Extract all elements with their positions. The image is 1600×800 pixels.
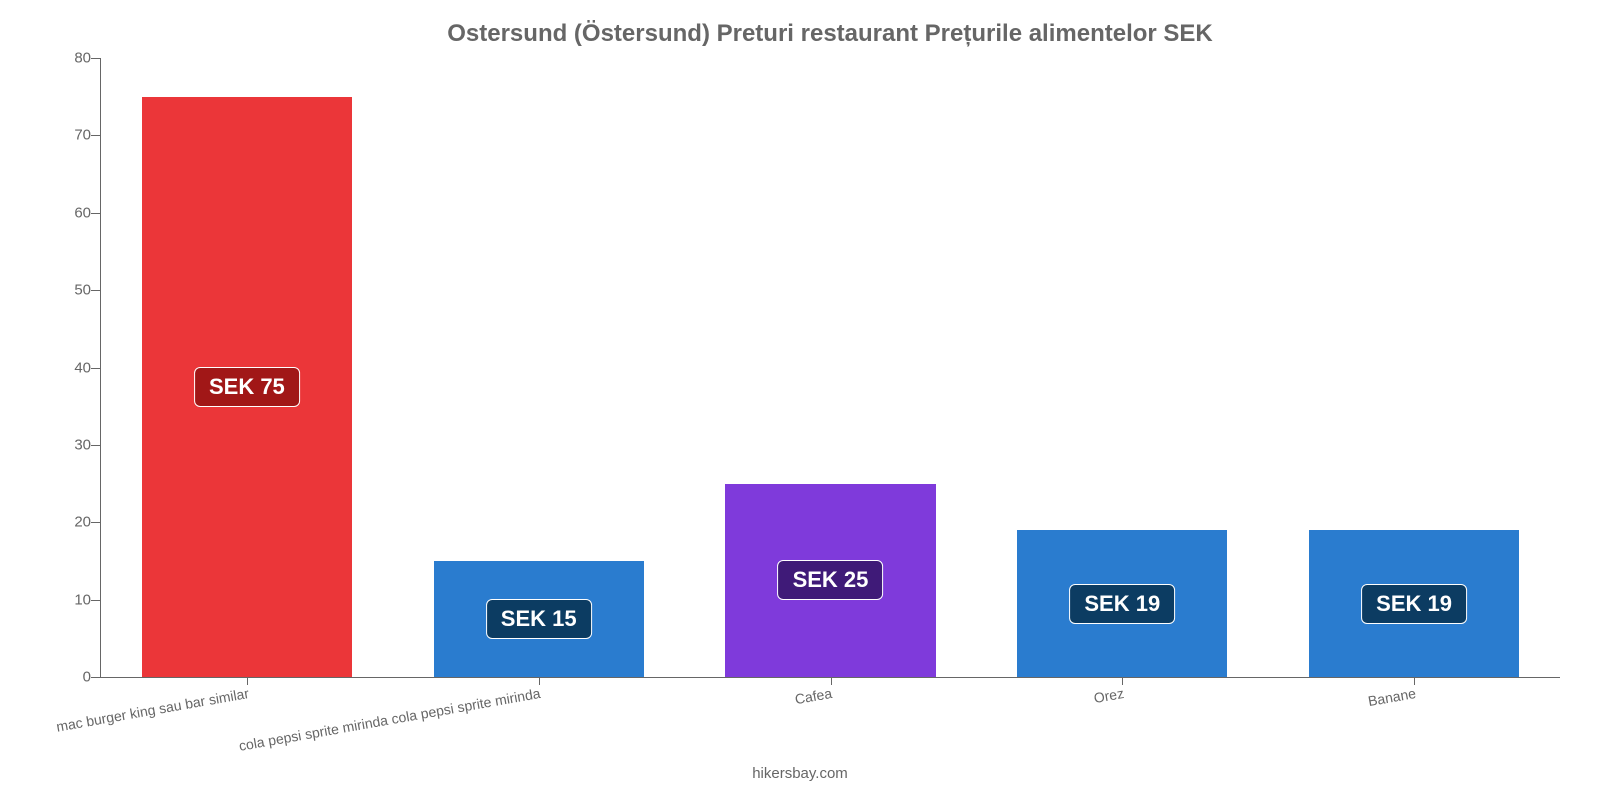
bar: SEK 19: [1017, 530, 1227, 677]
bar-value-badge: SEK 19: [1361, 584, 1467, 624]
y-tick-label: 50: [51, 282, 91, 299]
x-tick-label: cola pepsi sprite mirinda cola pepsi spr…: [238, 685, 542, 754]
price-chart: Ostersund (Östersund) Preturi restaurant…: [0, 0, 1600, 800]
plot-area: 01020304050607080SEK 75mac burger king s…: [100, 58, 1560, 678]
y-tick: [91, 135, 101, 136]
bar-value-badge: SEK 15: [486, 599, 592, 639]
x-tick-label: mac burger king sau bar similar: [55, 685, 250, 735]
y-tick: [91, 213, 101, 214]
y-tick: [91, 522, 101, 523]
bar: SEK 75: [142, 97, 352, 677]
y-tick-label: 80: [51, 50, 91, 67]
x-tick: [1122, 677, 1123, 685]
bar: SEK 25: [725, 484, 935, 677]
bar-value-badge: SEK 19: [1069, 584, 1175, 624]
y-tick: [91, 600, 101, 601]
y-tick: [91, 677, 101, 678]
y-tick: [91, 445, 101, 446]
x-tick-label: Orez: [1092, 685, 1125, 706]
bar: SEK 19: [1309, 530, 1519, 677]
y-tick-label: 60: [51, 204, 91, 221]
y-tick-label: 40: [51, 359, 91, 376]
x-tick: [539, 677, 540, 685]
bar: SEK 15: [434, 561, 644, 677]
x-tick-label: Banane: [1367, 685, 1417, 709]
y-tick-label: 20: [51, 514, 91, 531]
attribution-text: hikersbay.com: [752, 765, 848, 782]
y-tick-label: 0: [51, 669, 91, 686]
y-tick: [91, 290, 101, 291]
x-tick: [247, 677, 248, 685]
y-tick-label: 70: [51, 127, 91, 144]
bar-value-badge: SEK 75: [194, 367, 300, 407]
y-tick-label: 10: [51, 591, 91, 608]
chart-title: Ostersund (Östersund) Preturi restaurant…: [100, 20, 1560, 48]
bar-value-badge: SEK 25: [778, 560, 884, 600]
x-tick: [831, 677, 832, 685]
y-tick-label: 30: [51, 436, 91, 453]
x-tick-label: Cafea: [794, 685, 834, 707]
y-tick: [91, 368, 101, 369]
x-tick: [1414, 677, 1415, 685]
y-tick: [91, 58, 101, 59]
